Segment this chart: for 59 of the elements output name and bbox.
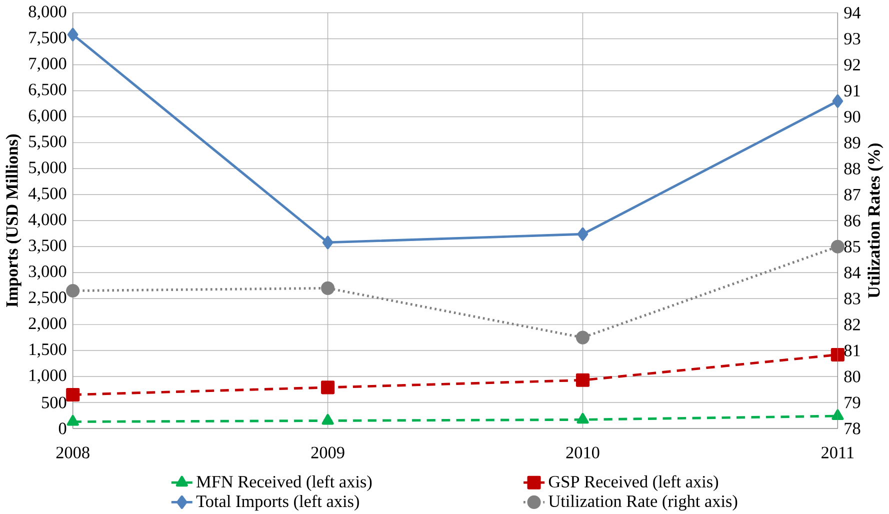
point [576,330,590,344]
y2-tick-label: 79 [844,396,860,408]
legend-label: Utilization Rate (right axis) [548,494,738,510]
y2-tick-label: 92 [844,58,860,70]
point [66,414,79,426]
point [321,281,335,295]
y2-tick-label: 89 [844,136,860,148]
y-tick-label: 7,000 [29,57,66,72]
y2-axis-title: Utilization Rates (%) [868,143,884,298]
y2-tick-label: 94 [844,6,861,18]
y2-tick-label: 93 [844,32,860,44]
y2-tick-label: 85 [844,240,860,252]
x-tick-label: 2010 [566,446,600,458]
y-tick-label: 500 [42,396,66,408]
y-tick-label: 2,000 [28,317,66,332]
y-tick-label: 4,000 [28,213,66,228]
point [321,380,335,394]
point [830,240,844,254]
y-tick-label: 5,500 [29,135,66,150]
point [322,235,334,249]
point [830,348,844,362]
y-tick-label: 4,500 [28,187,66,202]
point [67,28,78,42]
y2-tick-label: 84 [844,266,861,278]
y2-tick-label: 90 [844,110,860,122]
y2-tick-label: 87 [844,188,860,200]
y-axis-title: Imports (USD Millions) [6,134,22,307]
y2-tick-label: 78 [844,422,860,434]
y-tick-label: 6,000 [28,109,66,124]
y-tick-label: 2,500 [28,291,66,306]
x-tick-label: 2011 [822,446,854,458]
y2-tick-label: 86 [844,214,860,226]
y2-tick-label: 80 [844,370,860,382]
point [832,409,844,420]
x-tick-label: 2009 [311,446,344,458]
legend-label: MFN Received (left axis) [196,475,372,491]
point [66,388,80,402]
y2-tick-label: 91 [844,84,860,96]
legend-label: GSP Received (left axis) [548,475,718,491]
y-tick-label: 1,500 [30,343,66,358]
point [576,412,589,424]
point [832,94,844,108]
y-tick-label: 0 [58,422,66,434]
y-tick-label: 5,000 [29,161,66,176]
y2-tick-label: 88 [844,162,860,174]
point [576,373,590,387]
y2-tick-label: 83 [844,292,860,304]
y-tick-label: 7,500 [29,31,66,46]
y-tick-label: 3,000 [28,265,66,280]
y-tick-label: 1,000 [30,369,66,384]
x-tick-label: 2008 [56,446,90,458]
y2-tick-label: 82 [844,318,860,330]
point [66,284,80,298]
y-tick-label: 8,000 [28,6,66,20]
legend-label: Total Imports (left axis) [196,494,359,510]
point [322,414,334,424]
y-tick-label: 3,500 [28,239,66,254]
point [577,227,588,241]
y-tick-label: 6,500 [28,83,66,98]
